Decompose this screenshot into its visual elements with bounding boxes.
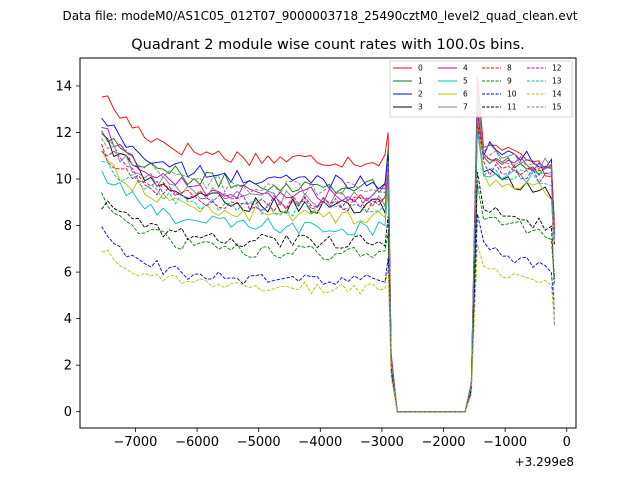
y-tick-label: 12 — [55, 126, 72, 141]
series-line-12 — [101, 106, 555, 413]
series-line-9 — [101, 183, 555, 413]
x-offset-label: +3.299e8 — [515, 455, 574, 469]
legend-label-9: 9 — [507, 77, 512, 86]
legend-label-4: 4 — [463, 64, 468, 73]
x-tick-label: −7000 — [113, 435, 157, 450]
legend-label-6: 6 — [463, 90, 468, 99]
series-line-1 — [101, 111, 555, 413]
y-tick-label: 8 — [64, 219, 72, 234]
x-tick-label: −1000 — [483, 435, 527, 450]
legend-label-3: 3 — [418, 103, 423, 112]
legend-label-2: 2 — [418, 90, 423, 99]
plot-frame — [79, 57, 577, 429]
series-lines — [101, 76, 555, 413]
x-tick-label: −4000 — [298, 435, 342, 450]
series-line-14 — [101, 244, 555, 413]
legend-label-13: 13 — [552, 77, 562, 86]
y-tick-label: 2 — [64, 359, 72, 374]
series-line-3 — [101, 125, 555, 413]
series-line-0 — [101, 76, 555, 413]
y-tick-label: 10 — [55, 173, 72, 188]
legend-label-8: 8 — [507, 64, 512, 73]
series-line-2 — [101, 90, 555, 413]
x-tick-label: −2000 — [422, 435, 466, 450]
legend-label-7: 7 — [463, 103, 468, 112]
legend-label-12: 12 — [552, 64, 562, 73]
axis-ticks: −7000 −6000 −5000 −4000 −3000 −2000 −1000 0 0 2 4 6… — [55, 79, 570, 450]
series-line-5 — [101, 130, 555, 413]
x-tick-label: 0 — [563, 435, 571, 450]
legend-label-10: 10 — [507, 90, 517, 99]
legend-label-5: 5 — [463, 77, 468, 86]
series-line-4 — [101, 116, 555, 413]
series-line-13 — [101, 127, 555, 413]
series-line-11 — [101, 171, 555, 413]
figure-suptitle: Data file: modeM0/AS1C05_012T07_90000037… — [62, 9, 577, 23]
series-line-10 — [101, 213, 555, 413]
y-tick-label: 6 — [64, 266, 72, 281]
series-line-15 — [101, 102, 555, 413]
legend-box — [389, 60, 573, 118]
series-line-6 — [101, 118, 555, 413]
series-line-7 — [101, 92, 555, 413]
x-tick-label: −5000 — [237, 435, 281, 450]
legend-label-11: 11 — [507, 103, 517, 112]
y-tick-label: 0 — [64, 405, 72, 420]
legend-label-0: 0 — [418, 64, 423, 73]
y-tick-label: 14 — [55, 79, 72, 94]
y-tick-label: 4 — [64, 312, 72, 327]
legend-label-1: 1 — [418, 77, 423, 86]
x-tick-label: −3000 — [360, 435, 404, 450]
legend-label-14: 14 — [552, 90, 562, 99]
x-tick-label: −6000 — [175, 435, 219, 450]
legend-label-15: 15 — [552, 103, 562, 112]
chart-title: Quadrant 2 module wise count rates with … — [131, 37, 525, 53]
